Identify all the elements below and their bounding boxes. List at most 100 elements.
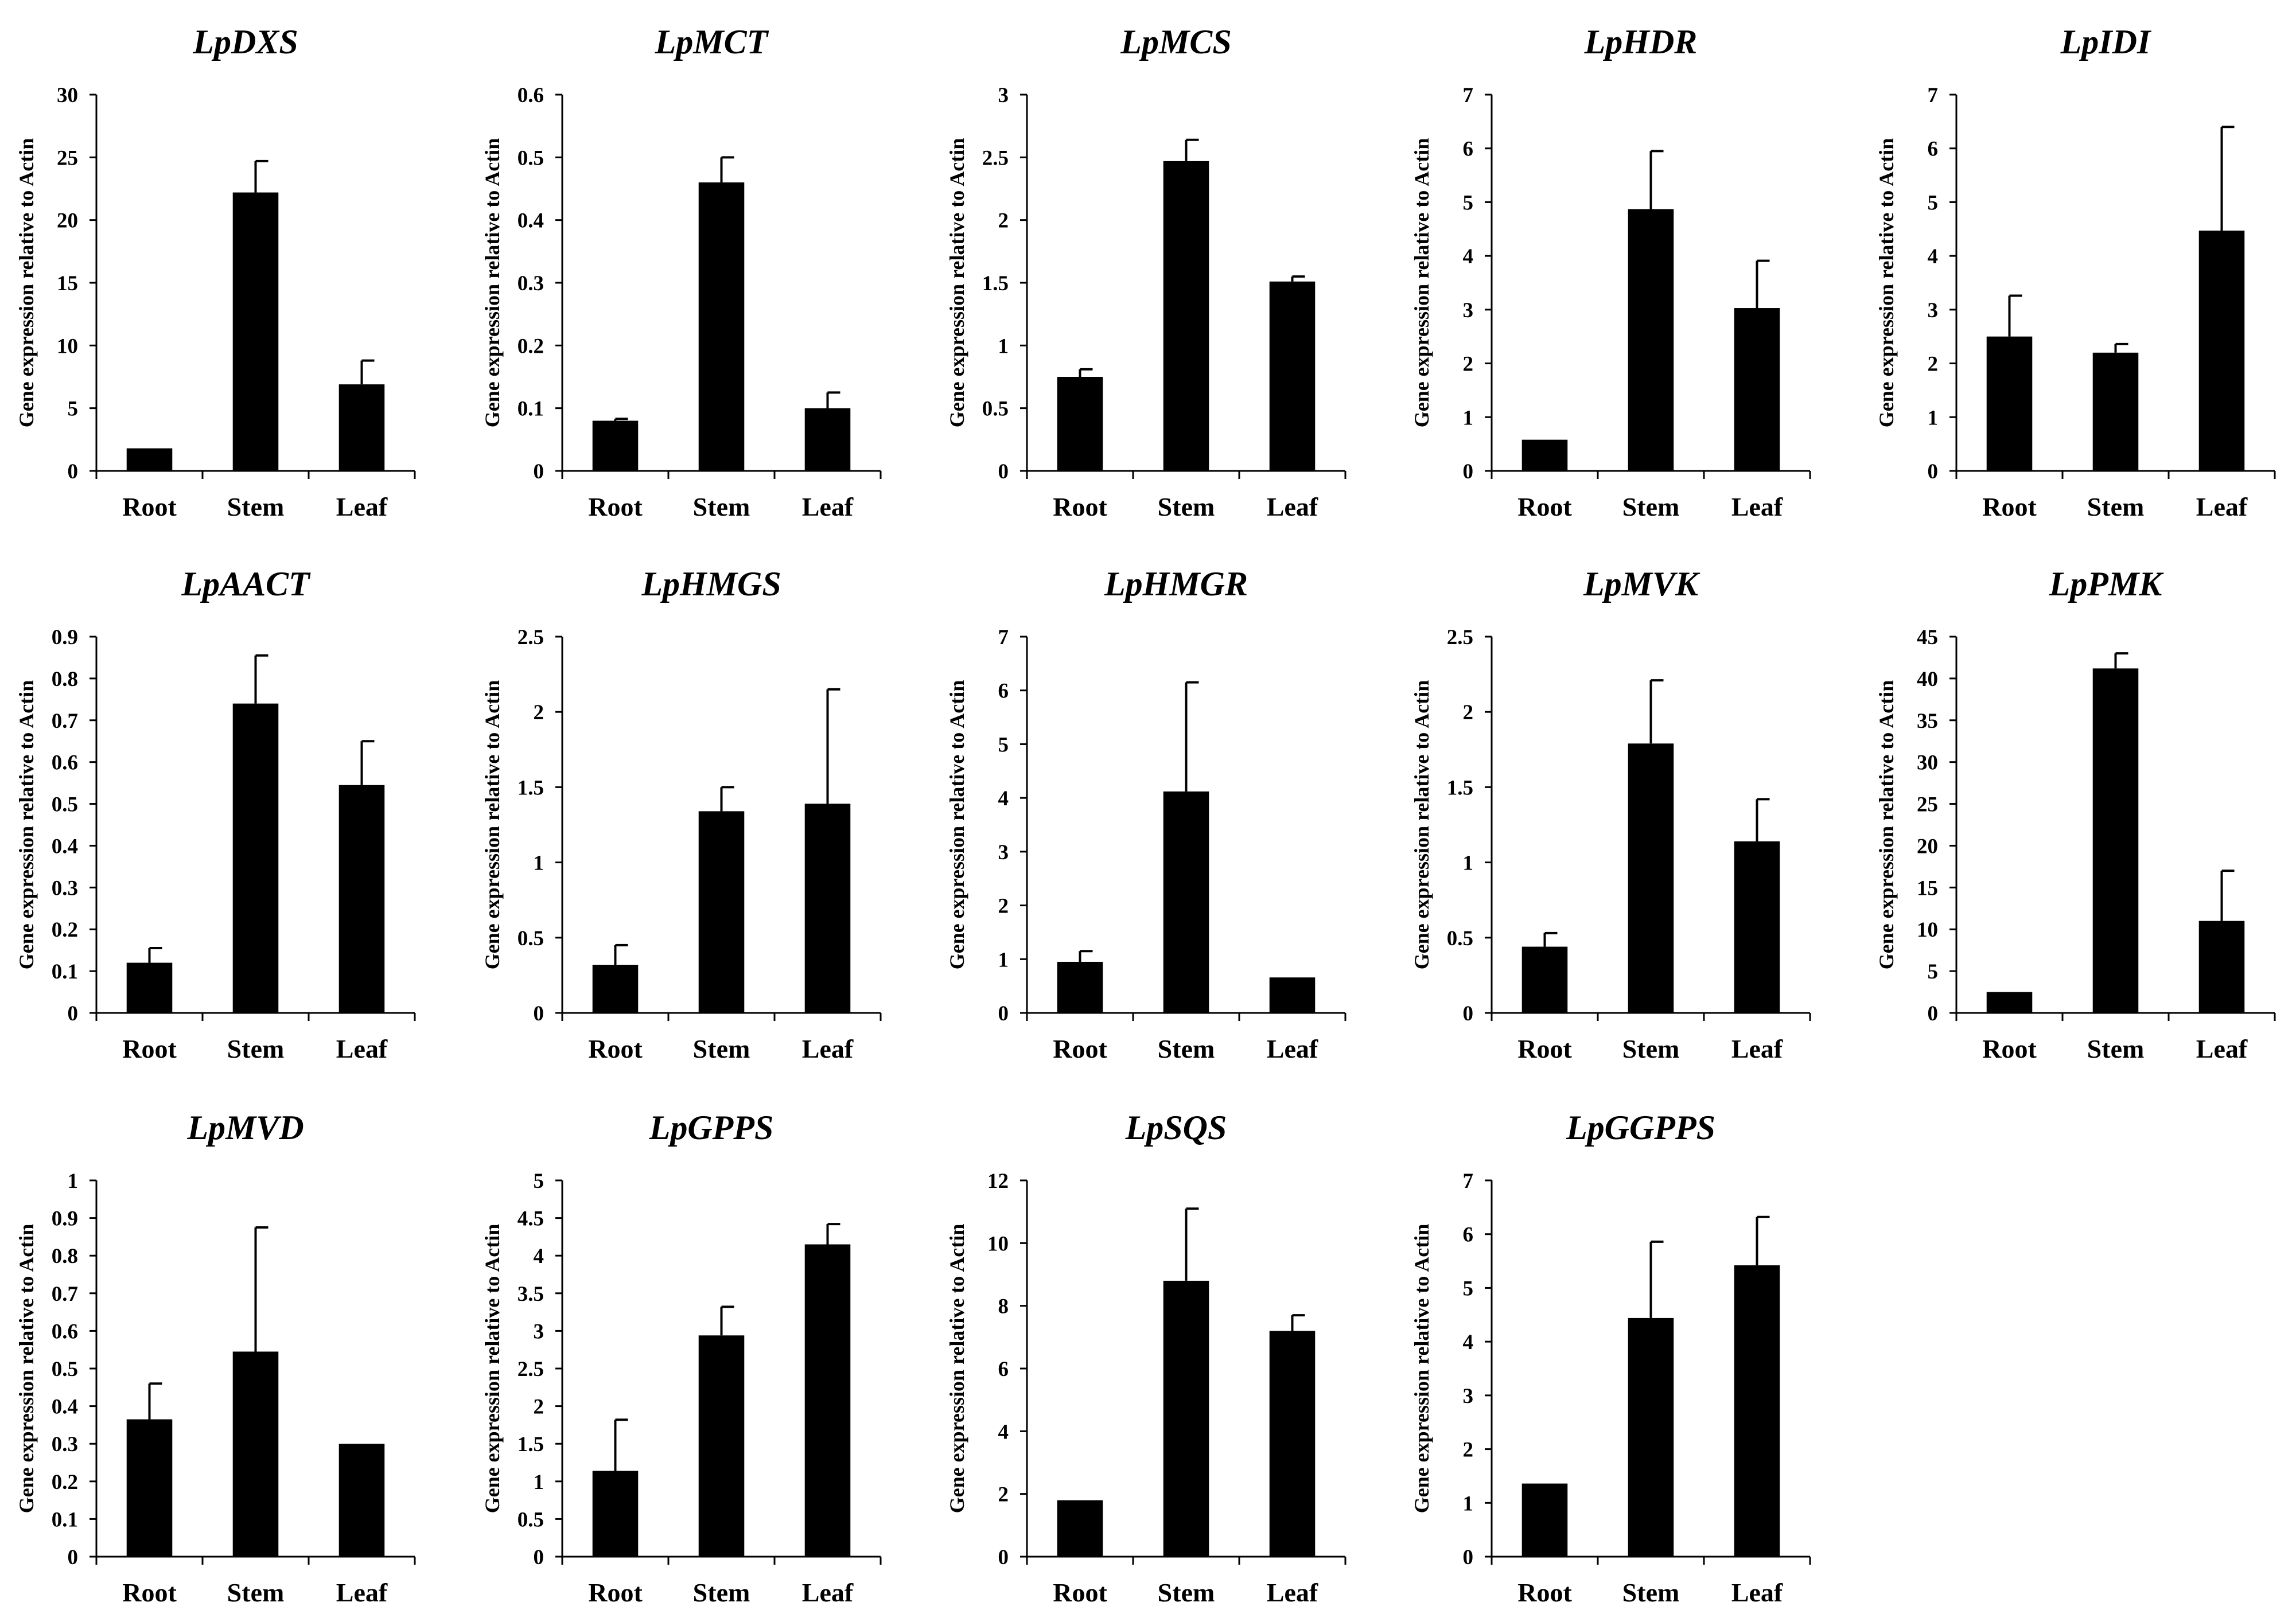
chart-lpsqs: LpSQS Gene expression relative to Actin 0 2… <box>945 1109 1347 1607</box>
y-tick-label: 35 <box>1917 710 1938 733</box>
chart-lpmvd: LpMVD Gene expression relative to Actin 0 0… <box>15 1109 416 1607</box>
y-tick-label: 6 <box>1928 138 1939 161</box>
x-tick-label: Stem <box>227 1578 285 1607</box>
x-tick-label: Root <box>588 1578 643 1607</box>
chart-lpgpps: LpGPPS Gene expression relative to Actin 0… <box>481 1109 882 1607</box>
y-tick-label: 3 <box>534 1320 544 1343</box>
chart-title: LpMCS <box>1120 23 1231 61</box>
x-tick-label: Stem <box>227 1034 285 1063</box>
chart-lphdr: LpHDR Gene expression relative to Actin 0 1… <box>1410 23 1811 521</box>
y-tick-label: 0 <box>68 1002 79 1026</box>
y-tick-label: 2 <box>1928 353 1939 376</box>
y-tick-label: 1.5 <box>982 272 1009 295</box>
y-tick-label: 0.3 <box>52 876 78 900</box>
y-tick-label: 0.2 <box>52 918 78 942</box>
y-tick-label: 5 <box>1928 960 1939 984</box>
x-tick-label: Stem <box>2087 492 2145 521</box>
y-tick-label: 1 <box>1928 406 1939 430</box>
x-tick-label: Leaf <box>802 1034 854 1063</box>
y-tick-label: 7 <box>1463 84 1474 107</box>
y-tick-label: 1.5 <box>517 776 544 800</box>
y-axis-label: Gene expression relative to Actin <box>1875 138 1898 428</box>
y-tick-label: 30 <box>1917 751 1938 775</box>
y-tick-label: 2 <box>1463 353 1474 376</box>
x-tick-label: Root <box>1053 1578 1107 1607</box>
y-tick-label: 10 <box>1917 918 1938 942</box>
y-tick-label: 2.5 <box>517 626 544 649</box>
y-tick-label: 2 <box>998 895 1009 918</box>
bar-root <box>1057 1500 1103 1557</box>
x-tick-label: Root <box>588 1034 643 1063</box>
bar-leaf <box>1269 977 1316 1013</box>
x-tick-label: Root <box>122 1034 177 1063</box>
bar-root <box>126 1419 173 1557</box>
y-tick-label: 0.8 <box>52 1245 78 1268</box>
y-axis-label: Gene expression relative to Actin <box>945 1224 968 1514</box>
y-tick-label: 1 <box>534 1471 544 1494</box>
chart-lppmk: LpPMK Gene expression relative to Actin 0 5… <box>1875 565 2276 1063</box>
bar-root <box>1521 946 1568 1013</box>
y-tick-label: 0.8 <box>52 668 78 691</box>
bar-leaf <box>1269 1331 1316 1557</box>
chart-title: LpMVK <box>1583 565 1700 603</box>
y-tick-label: 25 <box>1917 793 1938 817</box>
x-tick-label: Leaf <box>336 492 388 521</box>
x-tick-label: Stem <box>693 492 750 521</box>
bar-leaf <box>1734 308 1780 471</box>
y-tick-label: 5 <box>998 733 1009 757</box>
x-tick-label: Root <box>588 492 643 521</box>
y-tick-label: 0 <box>1463 460 1474 484</box>
y-tick-label: 0.4 <box>52 1395 78 1419</box>
bar-root <box>126 448 173 471</box>
y-tick-label: 3 <box>998 841 1009 864</box>
chart-title: LpAACT <box>181 565 311 603</box>
bar-leaf <box>338 1444 385 1557</box>
y-tick-label: 20 <box>57 209 78 233</box>
y-tick-label: 3 <box>1463 1385 1474 1408</box>
bar-stem <box>698 811 745 1013</box>
x-tick-label: Stem <box>1622 1034 1680 1063</box>
y-tick-label: 1 <box>1463 852 1474 875</box>
y-tick-label: 0.5 <box>982 397 1009 421</box>
y-tick-label: 7 <box>998 626 1009 649</box>
chart-title: LpGPPS <box>649 1109 774 1147</box>
y-tick-label: 25 <box>57 146 78 170</box>
x-tick-label: Stem <box>1158 1578 1215 1607</box>
bar-root <box>1521 1483 1568 1557</box>
x-tick-label: Root <box>1053 1034 1107 1063</box>
bar-root <box>1521 439 1568 471</box>
y-tick-label: 2 <box>998 209 1009 233</box>
y-tick-label: 45 <box>1917 626 1938 649</box>
bar-stem <box>1628 1317 1674 1557</box>
chart-lphmgr: LpHMGR Gene expression relative to Actin 0… <box>945 565 1347 1063</box>
x-tick-label: Root <box>1517 1578 1572 1607</box>
x-tick-label: Root <box>1982 1034 2037 1063</box>
y-tick-label: 3 <box>1463 299 1474 322</box>
y-tick-label: 1.5 <box>517 1433 544 1456</box>
bar-leaf <box>338 785 385 1013</box>
y-tick-label: 0.3 <box>517 272 544 295</box>
y-tick-label: 6 <box>1463 138 1474 161</box>
chart-title: LpPMK <box>2049 565 2165 603</box>
y-tick-label: 1 <box>998 334 1009 358</box>
x-tick-label: Root <box>1517 492 1572 521</box>
y-tick-label: 0.2 <box>52 1471 78 1494</box>
chart-title: LpMCT <box>655 23 769 61</box>
x-tick-label: Leaf <box>2196 1034 2248 1063</box>
bar-stem <box>232 192 279 471</box>
y-tick-label: 20 <box>1917 835 1938 858</box>
y-tick-label: 12 <box>987 1170 1009 1193</box>
bar-root <box>1986 336 2033 471</box>
y-tick-label: 0.7 <box>52 1282 78 1306</box>
y-tick-label: 1 <box>534 852 544 875</box>
y-tick-label: 7 <box>1928 84 1939 107</box>
bar-root <box>126 962 173 1013</box>
chart-lpidi: LpIDI Gene expression relative to Actin 0 1… <box>1875 23 2276 521</box>
x-tick-label: Stem <box>227 492 285 521</box>
y-tick-label: 2.5 <box>517 1358 544 1381</box>
bar-stem <box>2092 668 2139 1013</box>
bar-leaf <box>1734 1265 1780 1557</box>
y-axis-label: Gene expression relative to Actin <box>15 1224 38 1514</box>
chart-title: LpSQS <box>1125 1109 1227 1147</box>
y-tick-label: 2 <box>1463 701 1474 724</box>
